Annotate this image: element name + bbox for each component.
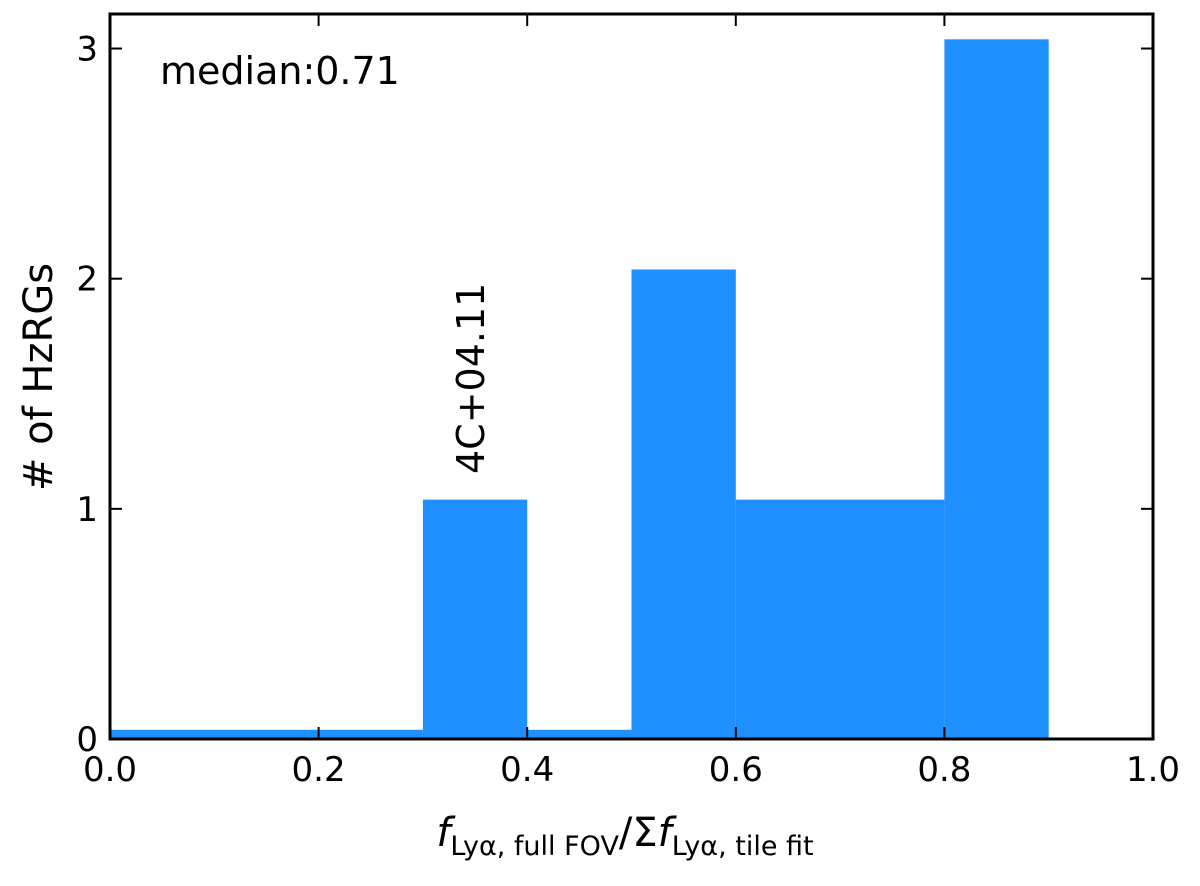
x-tick-label-0: 0.0	[83, 750, 137, 790]
x-tick-label-3: 0.6	[709, 750, 763, 790]
histogram-bar-2	[527, 729, 632, 739]
histogram-bar-4	[735, 499, 945, 739]
x-tick-label-4: 0.8	[917, 750, 971, 790]
histogram-bar-3	[631, 269, 736, 739]
ticks-group: 0.0 0.2 0.4 0.6 0.8 1.0 0 1 2 3	[76, 14, 1180, 790]
source-annotation: 4C+04.11	[449, 283, 493, 474]
x-tick-label-5: 1.0	[1126, 750, 1180, 790]
median-annotation: median:0.71	[160, 49, 400, 93]
x-axis-label: fLyα, full FOV/ΣfLyα, tile fit	[436, 810, 813, 862]
y-tick-label-2: 2	[76, 260, 98, 300]
x-label-den-sub: Lyα, tile fit	[672, 831, 814, 862]
x-tick-label-2: 0.4	[500, 750, 554, 790]
y-axis-label: # of HzRGs	[16, 263, 62, 491]
y-tick-label-1: 1	[76, 490, 98, 530]
x-label-num-sub: Lyα, full FOV	[450, 831, 619, 862]
histogram-bar-5	[944, 39, 1049, 740]
histogram-bar-1	[422, 499, 528, 739]
bars-group	[110, 39, 1049, 740]
x-tick-label-1: 0.2	[292, 750, 346, 790]
y-tick-label-0: 0	[76, 720, 98, 760]
x-label-sep: /Σ	[619, 810, 658, 856]
y-tick-label-3: 3	[76, 30, 98, 70]
histogram-bar-0	[110, 729, 423, 739]
plot-frame	[108, 12, 1155, 741]
